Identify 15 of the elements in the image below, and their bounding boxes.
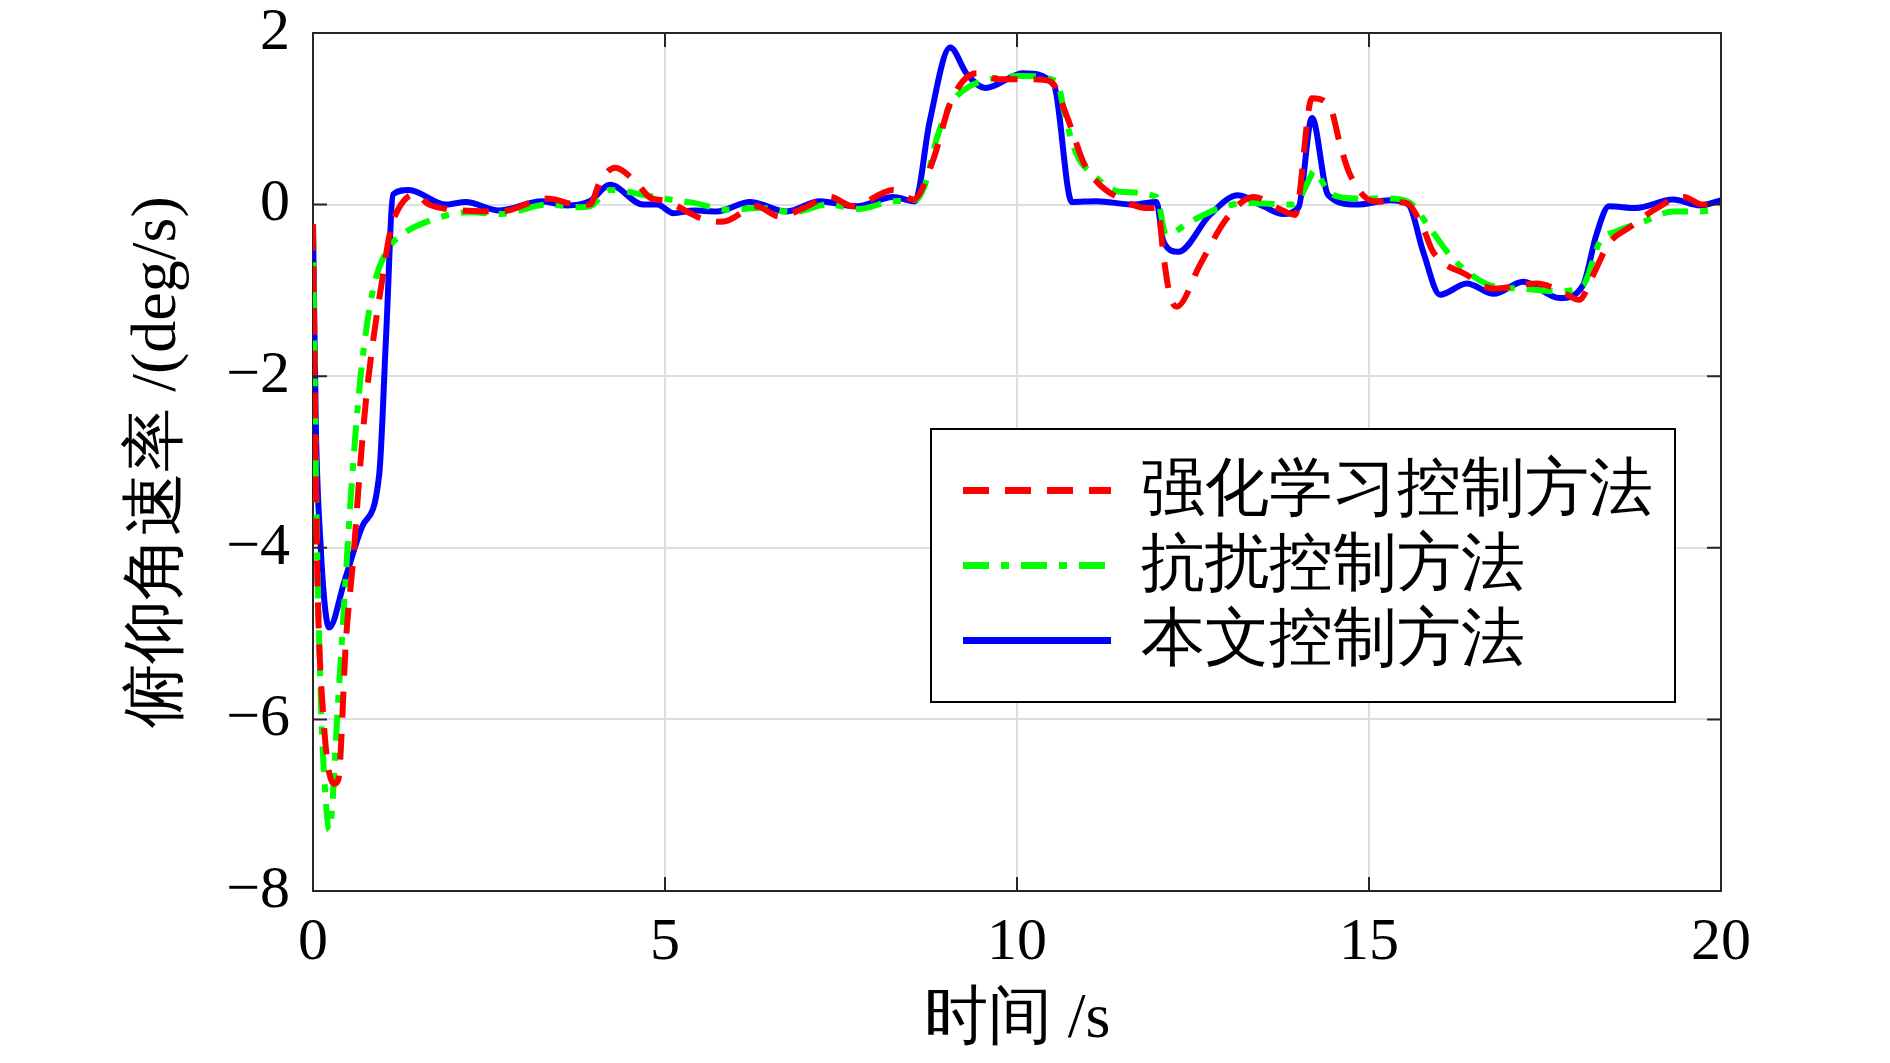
y-tick-label: 2: [260, 0, 290, 62]
y-tick-label: −6: [226, 682, 290, 749]
legend-label: 强化学习控制方法: [1141, 452, 1653, 524]
x-tick-label: 10: [987, 905, 1047, 972]
y-tick-label: 0: [260, 167, 290, 234]
x-tick-label: 5: [650, 905, 680, 972]
y-tick-label: −2: [226, 338, 290, 405]
x-tick-label: 15: [1339, 905, 1399, 972]
y-axis-title: 俯仰角速率 /(deg/s): [118, 196, 190, 728]
x-axis-title: 时间 /s: [923, 980, 1111, 1052]
legend-label: 本文控制方法: [1141, 602, 1525, 674]
y-tick-label: −8: [226, 853, 290, 920]
y-tick-label: −4: [226, 510, 290, 577]
legend-label: 抗扰控制方法: [1141, 527, 1525, 599]
x-tick-label: 20: [1691, 905, 1751, 972]
